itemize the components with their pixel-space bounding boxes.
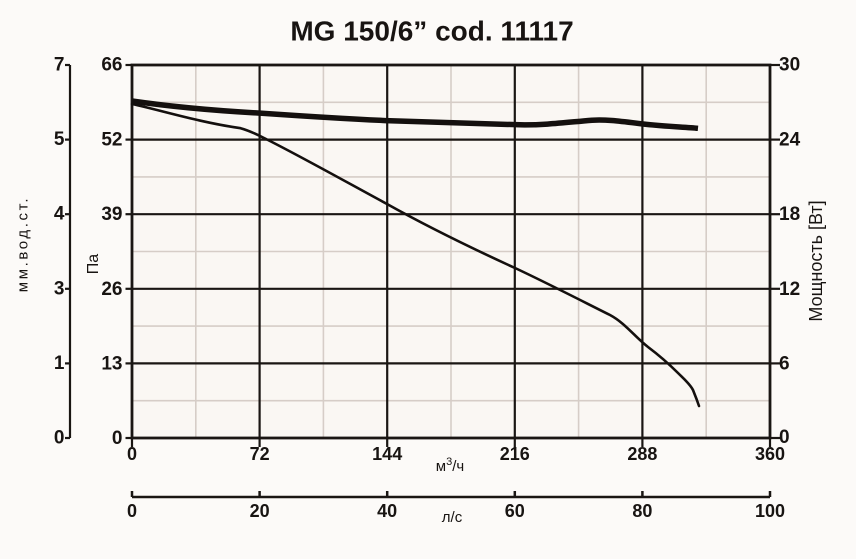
svg-text:0: 0 [127, 444, 137, 464]
svg-text:Па: Па [85, 254, 102, 275]
svg-text:216: 216 [500, 444, 530, 464]
svg-text:144: 144 [372, 444, 402, 464]
svg-text:5: 5 [54, 129, 65, 150]
svg-text:26: 26 [101, 279, 122, 300]
svg-text:13: 13 [101, 353, 122, 374]
svg-text:0: 0 [54, 428, 65, 449]
svg-text:39: 39 [101, 204, 122, 225]
svg-text:52: 52 [101, 130, 122, 151]
svg-text:0: 0 [779, 427, 790, 448]
svg-text:40: 40 [377, 501, 397, 521]
svg-text:MG 150/6” cod. 11117: MG 150/6” cod. 11117 [290, 16, 573, 47]
svg-text:18: 18 [779, 204, 800, 225]
svg-text:0: 0 [112, 428, 123, 449]
svg-text:100: 100 [755, 501, 785, 521]
svg-text:72: 72 [250, 444, 270, 464]
svg-text:20: 20 [250, 501, 270, 521]
svg-text:7: 7 [54, 55, 65, 76]
svg-text:1: 1 [54, 353, 65, 374]
svg-text:4: 4 [54, 204, 65, 225]
svg-text:0: 0 [127, 501, 137, 521]
svg-text:80: 80 [632, 501, 652, 521]
svg-text:мм.вод.ст.: мм.вод.ст. [15, 196, 32, 292]
svg-text:Мощность [Вт]: Мощность [Вт] [806, 200, 826, 321]
svg-text:24: 24 [779, 130, 801, 151]
svg-text:60: 60 [505, 501, 525, 521]
svg-text:30: 30 [779, 55, 800, 76]
svg-text:360: 360 [755, 444, 785, 464]
svg-text:66: 66 [101, 55, 122, 76]
svg-text:м3/ч: м3/ч [436, 456, 464, 475]
svg-text:л/с: л/с [442, 509, 463, 526]
svg-text:6: 6 [779, 353, 790, 374]
svg-text:3: 3 [54, 278, 65, 299]
svg-text:12: 12 [779, 279, 800, 300]
svg-text:288: 288 [627, 444, 657, 464]
